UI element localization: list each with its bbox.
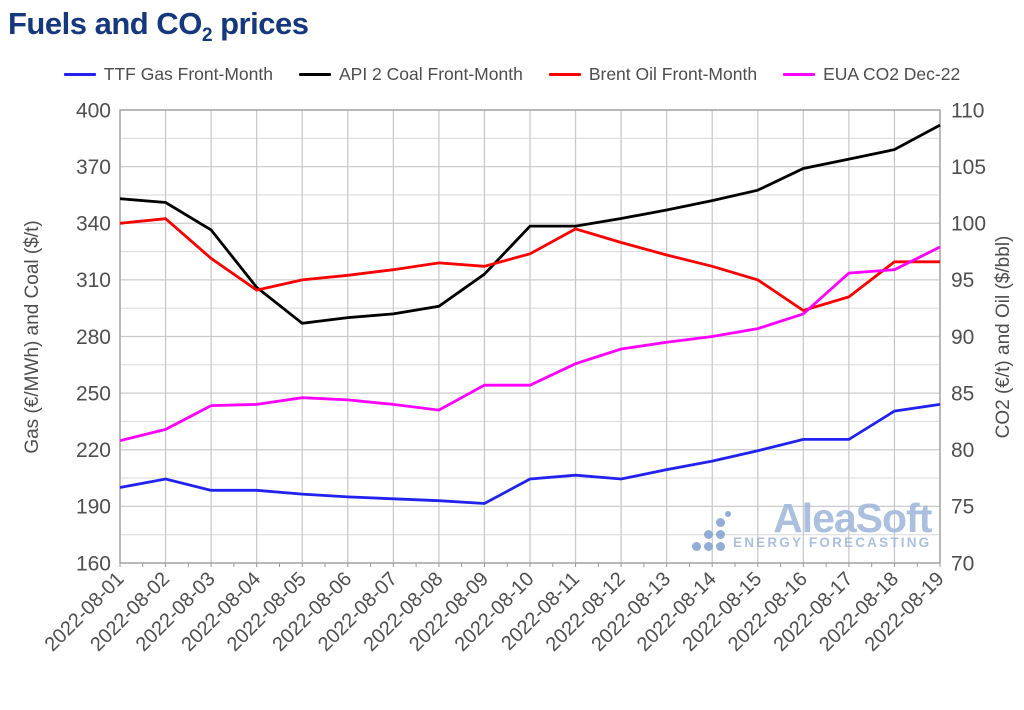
title-subscript: 2 <box>201 25 213 47</box>
logo-dot <box>716 542 725 551</box>
y-axis-tick-label-right: 85 <box>951 382 974 405</box>
legend-label: API 2 Coal Front-Month <box>338 64 523 84</box>
legend-line-swatch <box>298 73 331 76</box>
logo-dot <box>704 542 713 551</box>
series-line-eua-co2-dec-22 <box>119 245 941 443</box>
y-axis-tick-label-right: 100 <box>951 213 986 236</box>
y-axis-tick-label-right: 70 <box>951 552 974 575</box>
y-axis-tick-label-right: 90 <box>951 326 974 349</box>
y-axis-tick-label-left: 220 <box>76 439 111 462</box>
watermark-tagline: ENERGY FORECASTING <box>733 535 932 550</box>
title-text-suffix: prices <box>212 6 309 41</box>
title-text: Fuels and CO <box>8 6 202 41</box>
legend-label: Brent Oil Front-Month <box>588 64 758 84</box>
y-axis-tick-label-right: 105 <box>951 156 986 179</box>
watermark: AleaSoft ENERGY FORECASTING <box>692 495 932 551</box>
y-axis-tick-label-left: 340 <box>76 213 111 236</box>
legend-item-ttf-gas-front-month: TTF Gas Front-Month <box>63 64 273 85</box>
legend-line-swatch <box>783 73 816 76</box>
y-axis-tick-label-left: 250 <box>76 382 111 405</box>
y-axis-tick-label-right: 80 <box>951 439 974 462</box>
aleasoft-logo-dots-icon <box>692 510 731 551</box>
legend-item-api-2-coal-front-month: API 2 Coal Front-Month <box>298 64 523 85</box>
logo-dot <box>704 530 713 539</box>
legend-label: EUA CO2 Dec-22 <box>823 64 961 84</box>
logo-dot <box>725 511 731 518</box>
y-axis-tick-label-right: 75 <box>951 496 974 519</box>
y-axis-tick-label-left: 160 <box>76 552 111 575</box>
legend-line-swatch <box>548 73 581 76</box>
legend-item-brent-oil-front-month: Brent Oil Front-Month <box>548 64 758 85</box>
legend-label: TTF Gas Front-Month <box>103 64 273 84</box>
logo-dot <box>716 518 725 527</box>
series-line-brent-oil-front-month <box>119 217 940 313</box>
y-axis-tick-label-left: 190 <box>76 496 111 519</box>
legend-item-eua-co2-dec-22: EUA CO2 Dec-22 <box>783 64 960 85</box>
y-axis-tick-label-right: 110 <box>951 99 984 122</box>
y-axis-tick-label-left: 400 <box>76 99 111 122</box>
series-line-ttf-gas-front-month <box>119 403 941 505</box>
y-axis-tick-label-left: 310 <box>76 269 111 292</box>
logo-dot <box>692 542 701 551</box>
logo-dot <box>716 530 725 539</box>
y-axis-tick-label-left: 280 <box>76 326 111 349</box>
y-axis-tick-label-right: 95 <box>951 269 974 292</box>
page-title: Fuels and CO2 prices <box>8 6 309 47</box>
legend-line-swatch <box>63 73 96 76</box>
chart-legend: TTF Gas Front-Month API 2 Coal Front-Mont… <box>0 64 1024 85</box>
series-line-api-2-coal-front-month <box>119 123 941 325</box>
y-axis-tick-label-left: 370 <box>76 156 111 179</box>
watermark-brand: AleaSoft <box>773 495 932 541</box>
